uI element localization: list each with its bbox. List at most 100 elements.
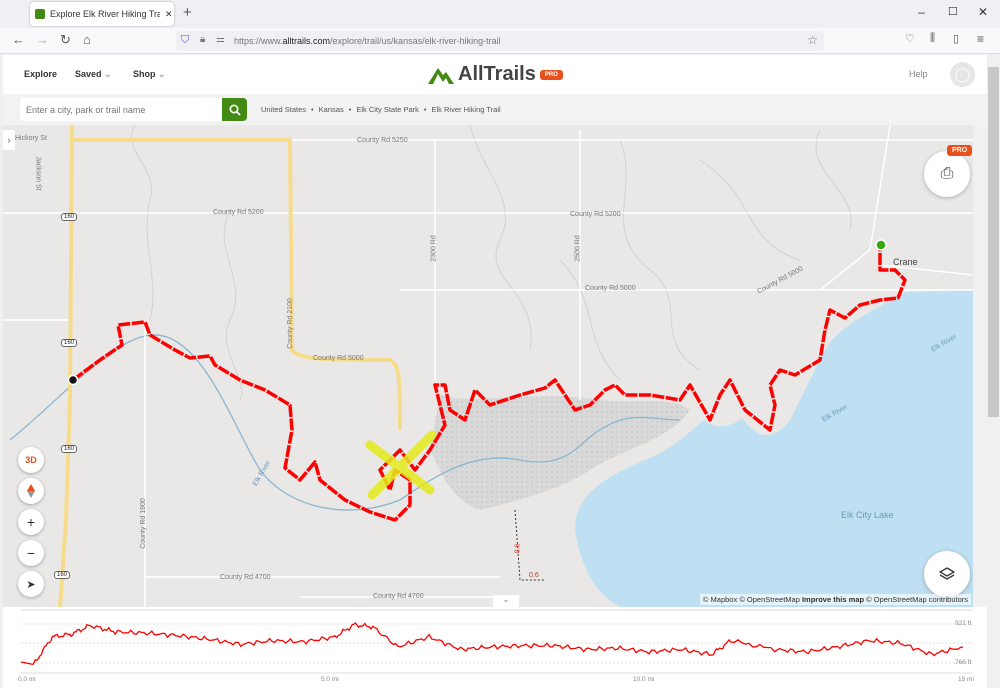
y-tick-label: 921 ft [955,620,972,627]
highways [58,125,402,607]
navigation-arrow-icon: ➤ [26,578,36,591]
x-tick-label: 0.0 mi [18,676,36,683]
tab-title: Explore Elk River Hiking Trail | AllTrai… [50,9,160,19]
search-input[interactable] [20,98,222,121]
sidebar-icon[interactable]: ▯ [953,33,960,45]
zoom-out-button[interactable]: − [18,540,44,566]
collapse-elevation-button[interactable]: ⌄ [493,595,519,607]
breadcrumb: United States • Kansas • Elk City State Pa… [261,105,501,114]
mile-marker: 0.6 [514,543,522,554]
road-label: County Rd 4700 [373,593,424,600]
search-row: United States• Kansas• Elk City State Pa… [3,94,987,126]
locate-button[interactable]: ➤ [18,571,44,597]
logo-text: AllTrails [458,63,536,85]
lake [575,290,973,607]
map-canvas [3,125,973,607]
close-tab-icon[interactable]: ✕ [165,8,173,19]
breadcrumb-park[interactable]: Elk City State Park [356,105,419,114]
road-label: County Rd 4700 [220,574,271,581]
back-icon[interactable]: ← [12,32,25,47]
road-label: County Rd 5200 [213,209,264,216]
start-marker[interactable] [875,239,887,251]
highway-shield: 160 [54,571,71,579]
osm-contributors-link[interactable]: © OpenStreetMap contributors [866,595,968,604]
mile-marker: 0.6 [529,572,539,579]
road-label: 2300 Rd [430,235,438,262]
scrollbar-thumb[interactable] [988,67,999,417]
browser-tab-bar: Explore Elk River Hiking Trail | AllTrai… [0,0,1000,28]
search-button[interactable] [222,98,247,121]
browser-tab[interactable]: Explore Elk River Hiking Trail | AllTrai… [30,2,174,26]
alltrails-logo[interactable]: AllTrails PRO [428,63,563,86]
y-tick-label: 766 ft [955,659,972,666]
highway-shield: 160 [61,445,78,453]
url-domain: alltrails.com [282,36,331,46]
road-label: County Rd 2100 [286,298,294,349]
reload-icon[interactable]: ↻ [60,32,71,47]
site-header: Explore Saved ⌄ Shop ⌄ AllTrails PRO Hel… [3,55,987,94]
compass-icon [27,484,35,498]
help-link[interactable]: Help [909,69,928,79]
road-label: County Rd 5200 [570,211,621,218]
trail-route[interactable] [71,245,907,522]
maximize-icon[interactable]: ☐ [948,6,958,18]
x-tick-label: 5.0 mi [321,676,339,683]
x-tick-label: 15 mi [958,676,974,683]
map-attribution: © Mapbox © OpenStreetMap Improve this ma… [699,594,971,605]
lock-icon: 🔒︎ [200,34,206,45]
bookmark-star-icon[interactable]: ☆ [807,33,818,47]
nav-shop-label: Shop [133,69,156,79]
breadcrumb-country[interactable]: United States [261,105,307,114]
elevation-profile[interactable]: 0.0 mi 5.0 mi 10.0 mi 15 mi 921 ft 766 f… [3,607,987,688]
improve-map-link[interactable]: Improve this map [801,595,865,604]
alltrails-favicon [35,9,45,19]
highlight-scribble [365,430,437,500]
road-label: 2500 Rd [574,235,582,262]
layers-icon [939,567,955,580]
zoom-in-button[interactable]: + [18,509,44,535]
expand-sidebar-button[interactable]: › [3,130,15,150]
permissions-icon: ⚌ [216,34,225,45]
forward-icon[interactable]: → [36,32,49,47]
library-icon[interactable]: ⫼ [930,32,936,44]
highway-shield: 160 [61,213,78,221]
new-tab-icon[interactable]: + [183,4,192,21]
3d-toggle-button[interactable]: 3D [18,447,44,473]
chevron-down-icon: ⌄ [104,69,112,79]
nav-shop[interactable]: Shop ⌄ [133,69,166,80]
shield-icon: ⛉ [181,34,190,46]
x-tick-label: 10.0 mi [633,676,655,683]
close-window-icon[interactable]: ✕ [978,5,989,19]
pocket-icon[interactable]: ♡ [905,33,915,45]
elevation-line [20,622,964,665]
browser-toolbar: ← → ↻ ⌂ ⛉ 🔒︎ ⚌ https://www. alltrails.com… [0,28,1000,54]
roads [3,125,973,607]
home-icon[interactable]: ⌂ [83,32,91,47]
town-label-crane: Crane [893,257,918,267]
map-layers-button[interactable] [924,551,970,597]
minimize-icon[interactable]: – [918,5,925,19]
pro-badge[interactable]: PRO [539,69,563,80]
osm-link[interactable]: © OpenStreetMap [739,595,800,604]
trail-map[interactable]: County Rd 5250 County Rd 5200 County Rd … [3,125,973,607]
compass-button[interactable] [18,478,44,504]
elevation-chart [20,609,973,674]
mapbox-link[interactable]: © Mapbox [702,595,738,604]
end-marker[interactable] [67,374,79,386]
url-bar[interactable]: ⛉ 🔒︎ ⚌ https://www. alltrails.com/explore… [176,31,824,51]
road-label: County Rd 5000 [585,285,636,292]
nav-saved[interactable]: Saved ⌄ [75,69,112,80]
breadcrumb-trail[interactable]: Elk River Hiking Trail [431,105,501,114]
printer-icon: ⎙ [940,165,954,182]
user-avatar[interactable]: ◯ [950,62,975,87]
print-pro-badge: PRO [947,145,973,156]
road-label: County Rd 5250 [357,137,408,144]
breadcrumb-state[interactable]: Kansas [318,105,344,114]
highway-shield: 160 [61,339,78,347]
print-button[interactable]: ⎙ [924,151,970,197]
menu-icon[interactable]: ≡ [977,32,985,46]
nav-saved-label: Saved [75,69,102,79]
chevron-down-icon: ⌄ [158,69,166,79]
lake-label: Elk City Lake [841,510,894,520]
nav-explore[interactable]: Explore [24,69,58,79]
